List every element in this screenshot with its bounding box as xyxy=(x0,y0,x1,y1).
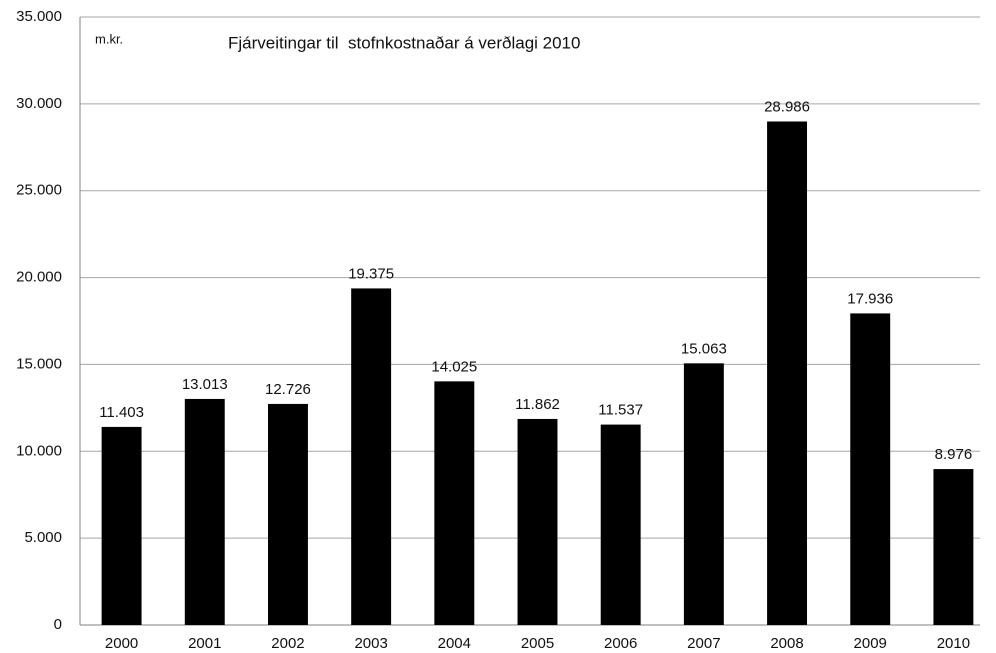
x-tick-label: 2008 xyxy=(770,635,803,652)
x-tick-label: 2000 xyxy=(105,635,138,652)
bar xyxy=(517,418,558,625)
bar xyxy=(434,381,475,625)
x-tick-label: 2002 xyxy=(271,635,304,652)
data-label: 17.936 xyxy=(847,290,893,307)
x-tick-label: 2010 xyxy=(937,635,970,652)
data-label: 8.976 xyxy=(935,446,973,463)
bar xyxy=(767,121,808,625)
y-tick-label: 25.000 xyxy=(16,182,62,199)
data-label: 19.375 xyxy=(348,265,394,282)
data-label: 11.537 xyxy=(598,402,643,419)
data-label: 11.862 xyxy=(515,396,560,413)
data-label: 14.025 xyxy=(431,358,477,375)
x-tick-label: 2006 xyxy=(604,635,637,652)
data-label: 28.986 xyxy=(764,98,810,115)
y-tick-label: 0 xyxy=(54,616,62,633)
x-tick-label: 2004 xyxy=(438,635,471,652)
y-tick-label: 15.000 xyxy=(16,355,62,372)
bar xyxy=(933,469,974,625)
x-tick-label: 2001 xyxy=(188,635,221,652)
x-tick-label: 2003 xyxy=(354,635,387,652)
chart-title: Fjárveitingar til stofnkostnaðar á verðl… xyxy=(228,33,580,52)
y-tick-label: 20.000 xyxy=(16,269,62,286)
bar xyxy=(600,424,641,625)
bar xyxy=(351,288,392,625)
bar xyxy=(184,398,225,625)
bar xyxy=(101,426,142,625)
data-label: 12.726 xyxy=(265,381,311,398)
y-tick-label: 30.000 xyxy=(16,95,62,112)
x-tick-label: 2009 xyxy=(854,635,887,652)
unit-label: m.kr. xyxy=(95,31,123,46)
x-tick-label: 2005 xyxy=(521,635,554,652)
bar xyxy=(850,313,891,625)
data-label: 13.013 xyxy=(182,376,228,393)
x-tick-label: 2007 xyxy=(687,635,720,652)
y-tick-label: 10.000 xyxy=(16,442,62,459)
data-label: 11.403 xyxy=(99,404,144,421)
data-label: 15.063 xyxy=(681,340,727,357)
y-tick-label: 35.000 xyxy=(16,8,62,25)
bar xyxy=(683,363,724,625)
y-tick-label: 5.000 xyxy=(24,529,62,546)
bar xyxy=(267,403,308,625)
